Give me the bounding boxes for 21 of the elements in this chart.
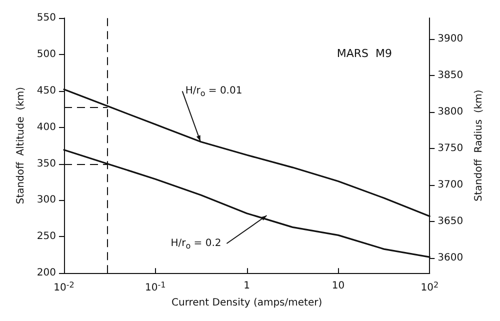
x-tick-label: 10 <box>332 280 345 292</box>
y2-tick-label: 3600 <box>438 252 464 264</box>
y-tick-label: 500 <box>36 48 56 60</box>
y2-tick-label: 3900 <box>438 34 464 45</box>
y2-tick-label: 3800 <box>438 106 464 118</box>
y2-tick-label: 3650 <box>438 216 464 227</box>
y-axis-title: Standoff Altitude (km) <box>16 86 26 204</box>
y-tick-label: 350 <box>36 158 56 170</box>
y-tick-label: 250 <box>36 231 56 242</box>
annotation: MARS M9 <box>336 47 392 60</box>
y2-tick-label: 3700 <box>438 179 464 190</box>
y2-axis-title: Standoff Radius (km) <box>474 90 484 202</box>
x-axis-title: Current Density (amps/meter) <box>172 298 322 308</box>
y-tick-label: 300 <box>36 194 56 206</box>
y2-tick-label: 3850 <box>438 70 464 82</box>
x-tick-label: 1 <box>244 280 250 292</box>
y-tick-label: 400 <box>36 122 56 133</box>
y-tick-label: 550 <box>36 12 56 24</box>
y-tick-label: 200 <box>36 268 56 279</box>
y2-tick-label: 3750 <box>438 142 464 154</box>
y-tick-label: 450 <box>36 85 56 96</box>
